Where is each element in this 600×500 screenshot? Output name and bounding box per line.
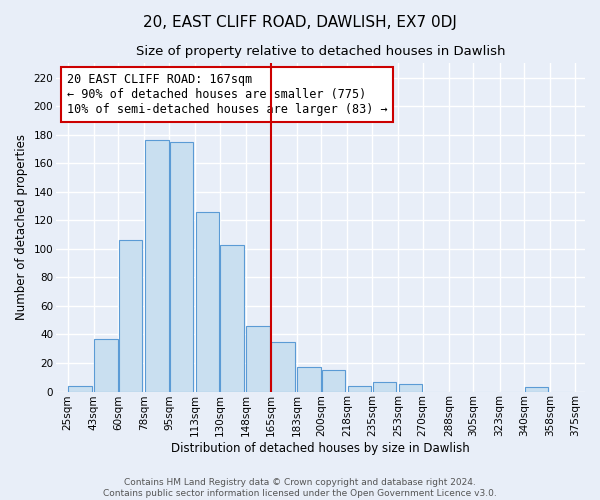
Bar (398, 384, 422, 392)
Bar (525, 388, 548, 392)
Text: 20, EAST CLIFF ROAD, DAWLISH, EX7 0DJ: 20, EAST CLIFF ROAD, DAWLISH, EX7 0DJ (143, 15, 457, 30)
Bar (220, 244, 244, 392)
Bar (170, 142, 193, 392)
Title: Size of property relative to detached houses in Dawlish: Size of property relative to detached ho… (136, 45, 505, 58)
Bar (322, 370, 346, 392)
X-axis label: Distribution of detached houses by size in Dawlish: Distribution of detached houses by size … (171, 442, 470, 455)
Bar (271, 342, 295, 392)
Text: 20 EAST CLIFF ROAD: 167sqm
← 90% of detached houses are smaller (775)
10% of sem: 20 EAST CLIFF ROAD: 167sqm ← 90% of deta… (67, 73, 387, 116)
Bar (196, 212, 219, 392)
Bar (297, 368, 320, 392)
Text: Contains HM Land Registry data © Crown copyright and database right 2024.
Contai: Contains HM Land Registry data © Crown c… (103, 478, 497, 498)
Y-axis label: Number of detached properties: Number of detached properties (15, 134, 28, 320)
Bar (119, 240, 142, 392)
Bar (348, 386, 371, 392)
Bar (247, 326, 270, 392)
Bar (68, 386, 92, 392)
Bar (373, 382, 396, 392)
Bar (94, 338, 118, 392)
Bar (145, 140, 169, 392)
